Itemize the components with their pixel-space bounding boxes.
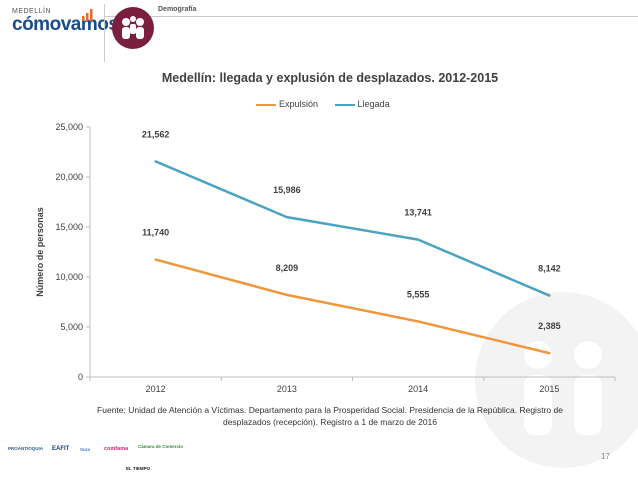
logo-bars-icon [82, 9, 93, 21]
sponsor-logo: Sura [80, 447, 91, 452]
watermark-people-icon [475, 292, 638, 468]
data-label: 13,741 [404, 208, 432, 218]
chart-title: Medellín: llegada y explusión de desplaz… [161, 71, 499, 85]
x-tick-label: 2013 [277, 384, 297, 394]
source-line-1: Fuente: Unidad de Atención a Víctimas. D… [97, 405, 563, 415]
data-point [416, 320, 420, 323]
page-number: 17 [601, 452, 610, 461]
sponsor-logo: EAFIT [52, 446, 70, 452]
data-label: 2,385 [538, 321, 561, 331]
legend-item-llegada: Llegada [334, 99, 390, 109]
y-tick-label: 15,000 [55, 222, 83, 232]
data-point [285, 215, 289, 219]
sponsor-logos: PROANTIOQUIA EAFIT Sura comfama Cámara d… [8, 440, 208, 476]
sponsor-logo: Cámara de Comercio [138, 444, 184, 449]
data-label: 21,562 [142, 129, 170, 139]
source-note: Fuente: Unidad de Atención a Víctimas. D… [50, 404, 610, 428]
chart-legend: Expulsión Llegada [256, 99, 404, 109]
data-point [548, 294, 551, 297]
x-tick-label: 2015 [539, 384, 559, 394]
sponsor-logo: EL TIEMPO [126, 466, 151, 471]
header-rule [104, 16, 638, 17]
data-label: 8,209 [276, 263, 299, 273]
data-point [416, 238, 420, 241]
data-label: 8,142 [538, 264, 561, 274]
data-point [154, 160, 157, 163]
demography-badge-icon [112, 7, 154, 49]
y-tick-label: 0 [78, 372, 83, 382]
legend-item-expulsion: Expulsión [256, 99, 318, 109]
y-tick-label: 10,000 [55, 272, 83, 282]
data-label: 5,555 [407, 289, 430, 299]
header: MEDELLÍN cómovamos Demografía [0, 0, 638, 62]
y-tick-label: 25,000 [55, 122, 83, 132]
section-title: Demografía [158, 6, 197, 13]
x-tick-label: 2014 [408, 384, 428, 394]
y-tick-label: 20,000 [55, 172, 83, 182]
sponsor-logo: PROANTIOQUIA [8, 446, 44, 451]
series-line-llegada [155, 160, 550, 297]
y-tick-label: 5,000 [60, 322, 83, 332]
y-axis-title: Número de personas [35, 207, 45, 297]
data-label: 15,986 [273, 185, 301, 195]
x-tick-label: 2012 [146, 384, 166, 394]
data-point [548, 351, 551, 355]
logo-city: MEDELLÍN [12, 8, 52, 15]
header-separator [104, 4, 105, 62]
sponsor-logo: comfama [104, 446, 129, 452]
legend-swatch [256, 103, 276, 106]
data-label: 11,740 [142, 228, 169, 238]
legend-swatch [334, 103, 355, 106]
data-point [154, 258, 157, 261]
source-line-2: desplazados (recepción). Registro a 1 de… [222, 417, 438, 427]
series-line-expulsion [155, 258, 550, 355]
data-point [285, 293, 289, 297]
